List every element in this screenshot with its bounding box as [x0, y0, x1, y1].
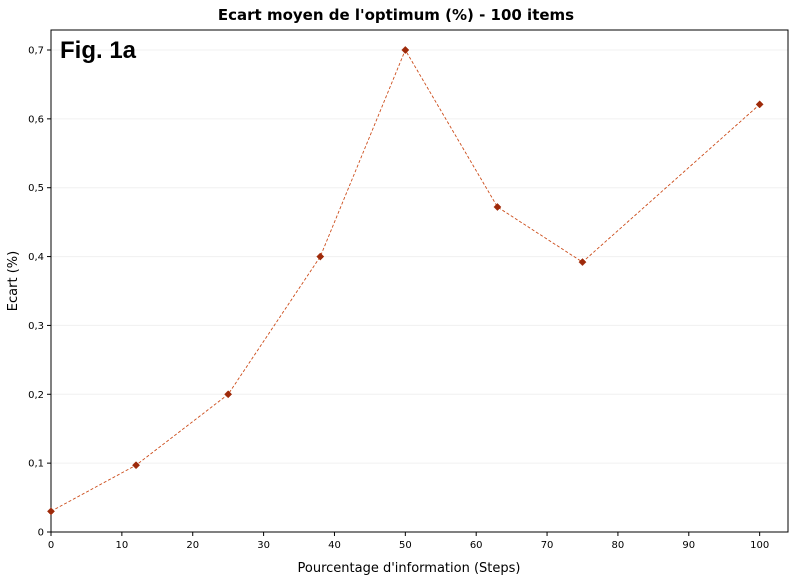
y-tick-label: 0 [38, 528, 44, 539]
y-tick-label: 0,4 [28, 252, 44, 263]
x-tick-label: 90 [682, 540, 695, 551]
x-axis: 0 10 20 30 40 50 60 70 80 90 100 [48, 532, 769, 551]
data-point-marker [493, 203, 502, 211]
x-tick-label: 70 [541, 540, 554, 551]
x-tick-label: 40 [328, 540, 341, 551]
x-tick-label: 0 [48, 540, 54, 551]
y-tick-label: 0,3 [28, 321, 44, 332]
x-axis-title: Pourcentage d'information (Steps) [298, 561, 521, 576]
data-point-marker [47, 507, 55, 516]
data-point-marker [578, 258, 587, 267]
data-point-marker [755, 100, 764, 109]
x-tick-label: 50 [399, 540, 412, 551]
data-point-marker [224, 390, 233, 399]
grid [51, 49, 788, 464]
y-axis-title: Ecart (%) [6, 251, 21, 311]
chart-title: Ecart moyen de l'optimum (%) - 100 items [218, 6, 574, 24]
y-tick-label: 0,7 [28, 46, 44, 57]
data-point-marker [316, 252, 325, 261]
x-tick-label: 10 [115, 540, 128, 551]
series [47, 46, 764, 516]
plot-frame [50, 29, 789, 533]
y-tick-label: 0,1 [28, 459, 44, 470]
x-tick-label: 20 [186, 540, 199, 551]
y-axis: 0 0,1 0,2 0,3 0,4 0,5 0,6 0,7 [28, 46, 51, 539]
x-tick-label: 80 [612, 540, 625, 551]
y-tick-label: 0,2 [28, 390, 44, 401]
x-tick-label: 100 [750, 540, 769, 551]
y-tick-label: 0,5 [28, 183, 44, 194]
data-point-marker [401, 46, 410, 54]
x-tick-label: 30 [257, 540, 270, 551]
figure-label: Fig. 1a [60, 37, 137, 64]
series-line [50, 48, 760, 512]
data-point-marker [132, 461, 140, 470]
x-tick-label: 60 [470, 540, 483, 551]
y-tick-label: 0,6 [28, 114, 44, 125]
